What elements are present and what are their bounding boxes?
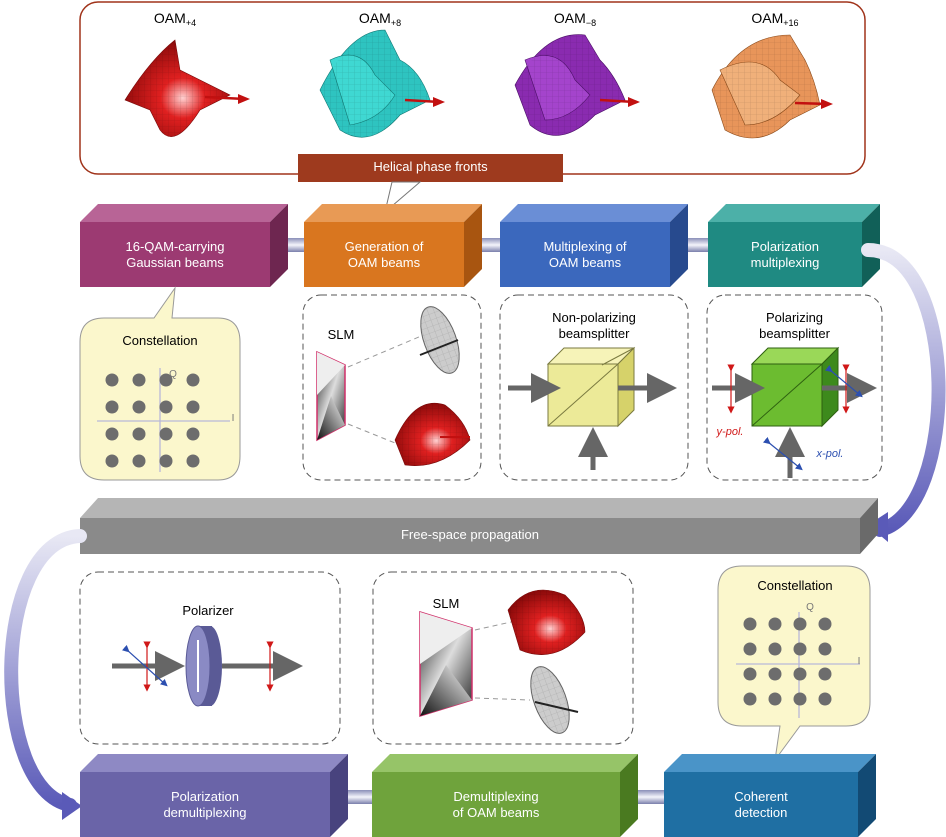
box-pol-mux [708, 204, 880, 287]
helical-banner-label: Helical phase fronts [373, 159, 488, 174]
y-pol-label: y-pol. [716, 426, 744, 438]
constellation-point [743, 617, 757, 631]
box-oam-mux-label: Multiplexing of OAM beams [543, 238, 627, 270]
panel-npbs [499, 294, 689, 481]
constellation-right-title: Constellation [757, 578, 833, 593]
constellation-point [818, 642, 832, 656]
constellation-dots-left [105, 373, 200, 468]
constellation-point [818, 692, 832, 706]
constellation-left [79, 286, 241, 481]
constellation-point [186, 400, 200, 414]
constellation-point [793, 667, 807, 681]
slm-top-label: SLM [327, 327, 355, 342]
constellation-point [818, 617, 832, 631]
panel-slm-bottom [372, 571, 634, 745]
constellation-point [105, 400, 119, 414]
constellation-point [768, 617, 782, 631]
oam-label-3: OAM−8 [553, 10, 597, 28]
constellation-point [132, 454, 146, 468]
constellation-left-q: Q [169, 369, 177, 380]
box-coherent-label: Coherent detection [734, 788, 788, 820]
slm-top-device [316, 306, 471, 466]
constellation-point [186, 373, 200, 387]
constellation-point [132, 373, 146, 387]
constellation-point [132, 427, 146, 441]
constellation-point [793, 617, 807, 631]
constellation-point [768, 692, 782, 706]
constellation-point [818, 667, 832, 681]
constellation-point [105, 427, 119, 441]
box-pol-mux-label: Polarization multiplexing [750, 238, 820, 270]
constellation-point [105, 454, 119, 468]
polarizer-label: Polarizer [182, 603, 234, 618]
constellation-point [159, 373, 173, 387]
oam-label-4: OAM+16 [751, 10, 799, 28]
propagation-bar [80, 498, 878, 554]
pbs-label: Polarizing beamsplitter [759, 310, 830, 341]
constellation-point [743, 692, 757, 706]
constellation-point [132, 400, 146, 414]
pbs-cube [712, 346, 877, 478]
oam-label-2: OAM+8 [358, 10, 402, 28]
box-pol-demux [80, 754, 348, 837]
constellation-point [105, 373, 119, 387]
box-oam-mux [500, 204, 688, 287]
panel-polarizer [79, 571, 341, 745]
constellation-right-q: Q [806, 602, 814, 613]
slm-bottom-label: SLM [432, 596, 460, 611]
constellation-point [743, 667, 757, 681]
constellation-left-title: Constellation [122, 333, 198, 348]
box-gaussian-label: 16-QAM-carrying Gaussian beams [125, 238, 225, 270]
arc-left [4, 529, 87, 812]
slm-bottom-device [419, 589, 586, 734]
constellation-point [743, 642, 757, 656]
x-pol-label: x-pol. [816, 448, 844, 460]
constellation-point [793, 642, 807, 656]
constellation-point [159, 400, 173, 414]
oam-helix-2 [319, 29, 445, 138]
oam-helix-3 [514, 34, 640, 136]
constellation-point [768, 667, 782, 681]
constellation-right-i: I [857, 656, 861, 667]
constellation-point [793, 692, 807, 706]
polarizer-device [112, 625, 303, 707]
helical-banner [298, 154, 563, 182]
box-pol-demux-label: Polarization demultiplexing [163, 788, 247, 820]
oam-helix-1 [124, 39, 250, 137]
panel-pbs [706, 294, 883, 481]
propagation-label: Free-space propagation [400, 527, 540, 542]
constellation-left-i: I [231, 413, 235, 424]
oam-label-1: OAM+4 [153, 10, 197, 28]
constellation-right [717, 565, 871, 761]
panel-slm-top [302, 294, 482, 481]
box-gaussian [80, 204, 288, 287]
oam-helix-4 [711, 34, 833, 139]
box-oam-gen [304, 204, 482, 287]
constellation-point [159, 454, 173, 468]
box-oam-gen-label: Generation of OAM beams [344, 238, 424, 270]
arc-right [861, 243, 946, 537]
constellation-point [768, 642, 782, 656]
constellation-point [186, 427, 200, 441]
box-oam-demux [372, 754, 638, 837]
constellation-dots-right [743, 617, 832, 706]
box-oam-demux-label: Demultiplexing of OAM beams [452, 788, 540, 820]
npbs-label: Non-polarizing beamsplitter [552, 310, 636, 341]
box-coherent [664, 754, 876, 837]
constellation-point [186, 454, 200, 468]
constellation-point [159, 427, 173, 441]
npbs-cube [508, 346, 677, 470]
